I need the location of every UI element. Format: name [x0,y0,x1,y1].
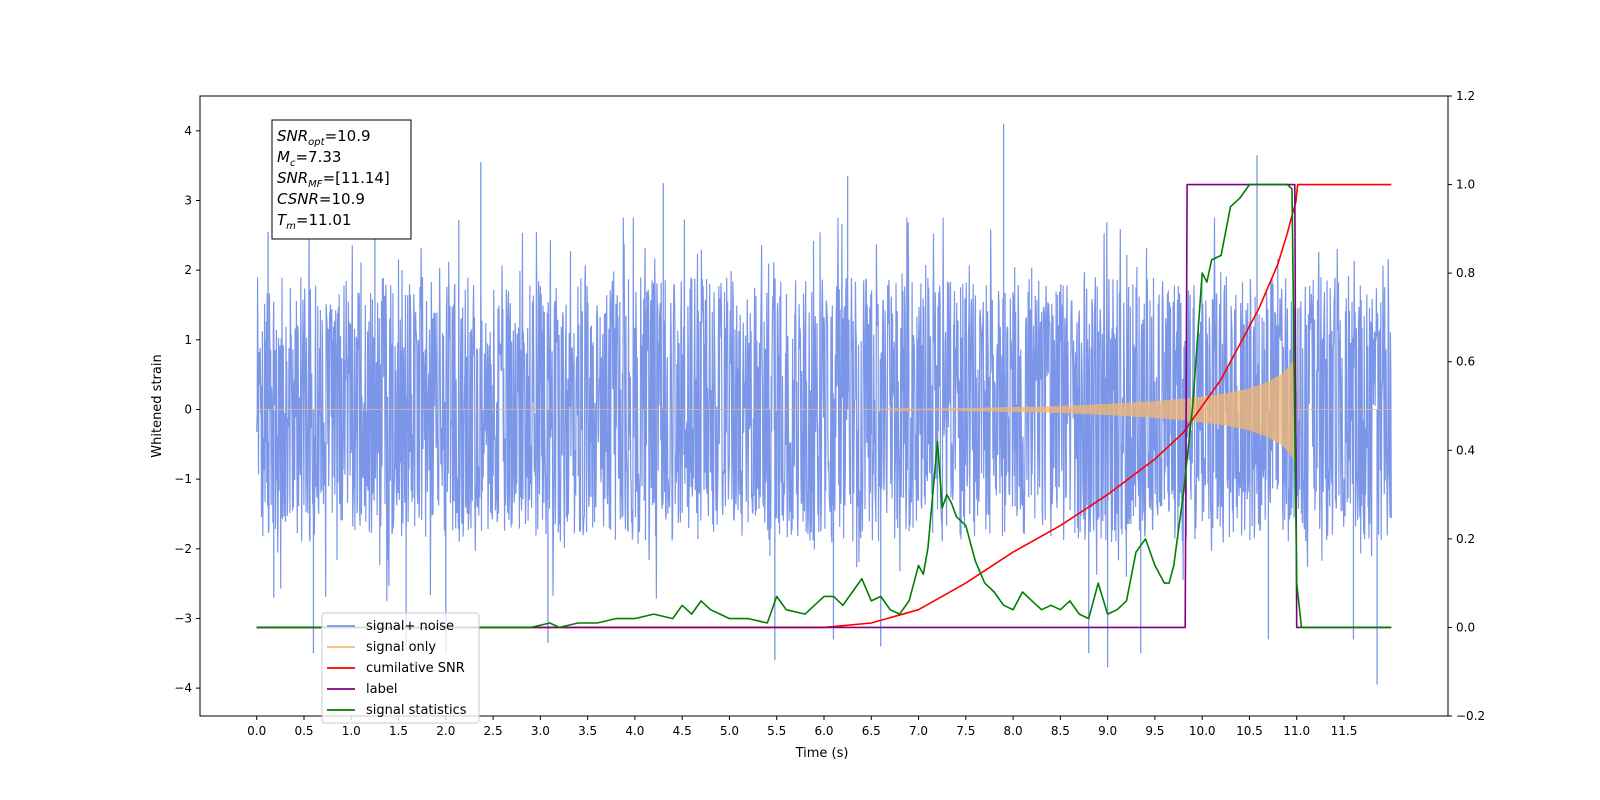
x-tick-label: 8.5 [1051,724,1070,738]
x-tick-label: 0.0 [247,724,266,738]
y2-tick-label: 0.0 [1456,620,1475,634]
y-axis-label: Whitened strain [150,354,165,457]
legend-label: signal only [366,640,436,655]
x-tick-label: 9.5 [1145,724,1164,738]
y-tick-label: 1 [184,333,192,347]
y-tick-label: 4 [184,124,192,138]
y2-tick-label: 0.4 [1456,443,1475,457]
annotation-box: SNRopt=10.9Mc=7.33SNRMF=[11.14]CSNR=10.9… [271,119,412,240]
x-axis-label: Time (s) [795,746,849,761]
x-tick-label: 9.0 [1098,724,1117,738]
x-tick-label: 3.5 [578,724,597,738]
annotation-line: SNRMF=[11.14] [277,169,390,190]
x-tick-label: 6.0 [814,724,833,738]
y-tick-label: −3 [174,611,192,625]
series-line [256,183,1392,629]
y-tick-label: −1 [174,472,192,486]
x-tick-label: 5.5 [767,724,786,738]
x-tick-label: 1.5 [389,724,408,738]
x-tick-label: 6.5 [862,724,881,738]
y-tick-label: −4 [174,681,192,695]
x-tick-label: 4.0 [625,724,644,738]
y2-tick-label: 0.2 [1456,532,1475,546]
y2-tick-label: 1.2 [1456,89,1475,103]
x-tick-label: 10.0 [1189,724,1216,738]
series-signal-statistics [256,183,1392,629]
y2-tick-label: 0.8 [1456,266,1475,280]
x-tick-label: 10.5 [1236,724,1263,738]
legend-label: label [366,682,397,697]
legend-frame [321,612,480,724]
series-signal-only [256,353,1392,465]
y2-tick-label: −0.2 [1456,709,1485,723]
annotation-line: CSNR=10.9 [277,190,365,208]
x-tick-label: 2.0 [436,724,455,738]
legend-label: signal+ noise [366,619,454,634]
y-tick-label: −2 [174,542,192,556]
legend-label: cumilative SNR [366,661,465,676]
x-tick-label: 4.5 [673,724,692,738]
x-tick-label: 8.0 [1004,724,1023,738]
y-tick-label: 0 [184,402,192,416]
x-tick-label: 1.0 [342,724,361,738]
x-tick-label: 3.0 [531,724,550,738]
x-tick-label: 7.5 [956,724,975,738]
y-tick-label: 2 [184,263,192,277]
x-tick-label: 2.5 [484,724,503,738]
annotation-frame [271,119,412,240]
y2-tick-label: 0.6 [1456,355,1475,369]
ticks-layer: 0.0 0.5 1.0 1.5 2.0 2.5 3.0 3.5 4.0 4.5 5.0 5.5 6.0 6… [174,89,1485,738]
x-tick-label: 11.0 [1283,724,1310,738]
annotation-line: Tm=11.01 [277,211,351,232]
series-line [256,353,1392,465]
legend-label: signal statistics [366,703,467,718]
y-tick-label: 3 [184,193,192,207]
x-tick-label: 0.5 [294,724,313,738]
x-tick-label: 5.0 [720,724,739,738]
annotation-line: Mc=7.33 [277,148,341,169]
x-tick-label: 7.0 [909,724,928,738]
annotation-line: SNRopt=10.9 [277,127,371,148]
x-tick-label: 11.5 [1331,724,1358,738]
y2-tick-label: 1.0 [1456,178,1475,192]
legend: signal+ noise signal only cumilative SNR la… [321,612,480,724]
